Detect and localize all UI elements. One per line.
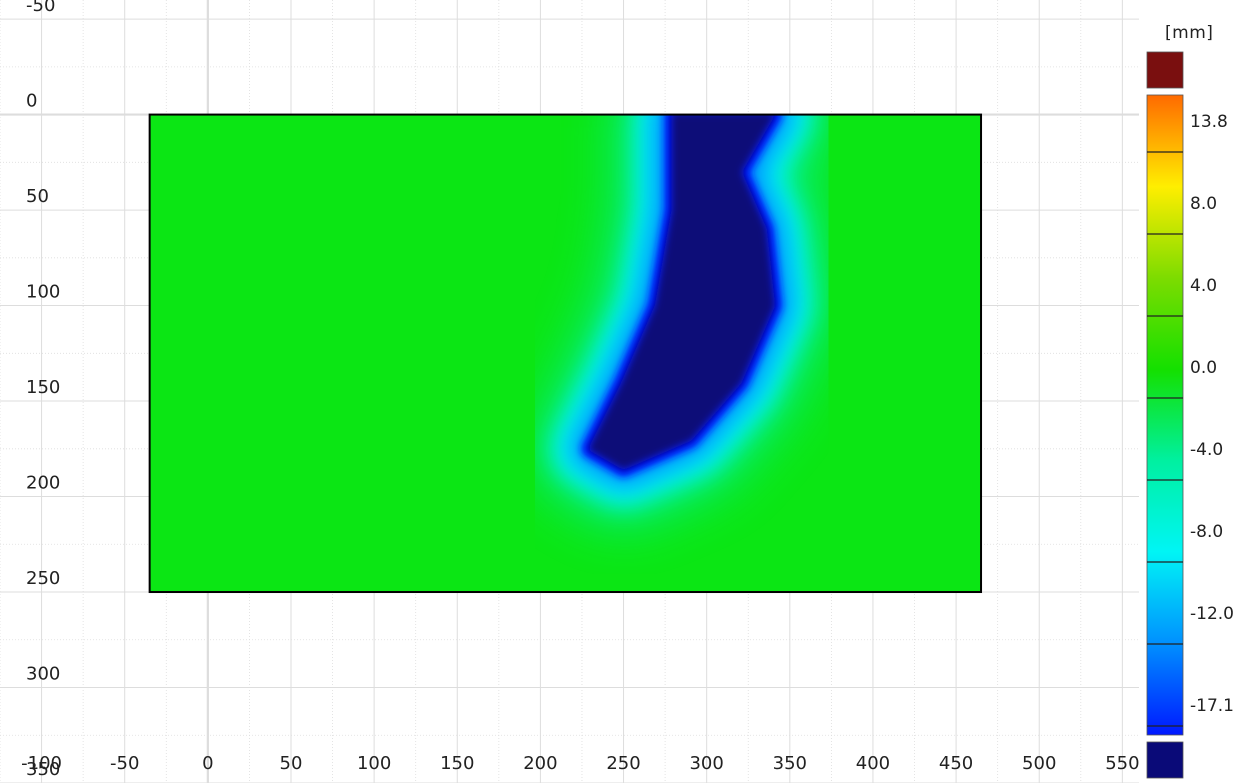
x-tick-label: 0 [202, 753, 213, 774]
x-tick-label: -100 [21, 753, 62, 774]
x-tick-label: 550 [1105, 753, 1139, 774]
x-tick-label: 350 [773, 753, 807, 774]
y-tick-label: 150 [26, 377, 60, 398]
x-tick-label: 50 [280, 753, 303, 774]
x-tick-label: 500 [1022, 753, 1056, 774]
x-tick-label: 400 [856, 753, 890, 774]
y-tick-label: 200 [26, 473, 60, 494]
x-tick-label: 150 [440, 753, 474, 774]
legend-tick-label: 8.0 [1190, 194, 1217, 214]
legend-color-bar [1146, 94, 1184, 736]
x-tick-label: 250 [606, 753, 640, 774]
y-axis: -50 0 50 100 150 200 250 300 350 [26, 0, 60, 780]
legend-over-swatch [1146, 51, 1184, 89]
x-tick-label: 450 [939, 753, 973, 774]
x-tick-label: 100 [357, 753, 391, 774]
y-tick-label: 50 [26, 186, 49, 207]
y-tick-label: 300 [26, 664, 60, 685]
domain-boundary [148, 113, 983, 594]
y-tick-label: -50 [26, 0, 55, 16]
legend-under-swatch [1146, 741, 1184, 779]
field-background [149, 114, 982, 593]
y-tick-label: 0 [26, 91, 37, 112]
x-axis: -100 -50 0 50 100 150 200 250 300 350 400 450 500 550 [21, 753, 1139, 774]
y-tick-label: 250 [26, 568, 60, 589]
legend-tick-label: -4.0 [1190, 440, 1223, 460]
displacement-field[interactable] [149, 114, 982, 593]
legend-tick-label: -8.0 [1190, 522, 1223, 542]
legend-ticks: 13.8 8.0 4.0 0.0 -4.0 -8.0 -12.0 -17.1 [1147, 112, 1234, 727]
legend-tick-label: 4.0 [1190, 276, 1217, 296]
x-tick-label: 200 [523, 753, 557, 774]
legend-tick-label: -17.1 [1190, 696, 1234, 716]
y-tick-label: 100 [26, 282, 60, 303]
legend-unit-label: [mm] [1165, 23, 1213, 43]
x-tick-label: -50 [110, 753, 139, 774]
trough-core [588, 114, 776, 470]
legend-tick-label: 0.0 [1190, 358, 1217, 378]
color-legend: [mm] 13.8 8.0 4.0 0.0 -4.0 -8.0 -12.0 -17.1 [1146, 23, 1234, 779]
legend-tick-label: 13.8 [1190, 112, 1228, 132]
y-tick-label: 350 [26, 759, 60, 780]
x-tick-label: 300 [689, 753, 723, 774]
legend-tick-label: -12.0 [1190, 604, 1234, 624]
